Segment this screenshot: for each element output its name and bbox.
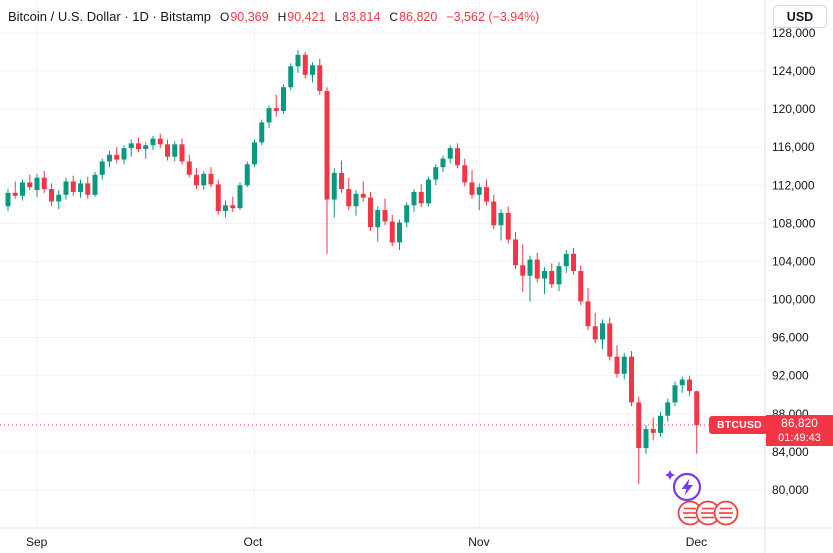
price-change: −3,562 (−3.94%) bbox=[446, 10, 540, 24]
time-axis-label-oct: Oct bbox=[243, 535, 263, 549]
symbol-price-tag-label: BTCUSD bbox=[717, 419, 762, 432]
svg-text:96,000: 96,000 bbox=[772, 331, 809, 345]
svg-text:92,000: 92,000 bbox=[772, 369, 809, 383]
time-axis-label-sep: Sep bbox=[26, 535, 48, 549]
price-axis[interactable] bbox=[765, 0, 833, 528]
ohlc-high: H90,421 bbox=[277, 10, 326, 24]
svg-text:112,000: 112,000 bbox=[772, 178, 815, 192]
svg-text:100,000: 100,000 bbox=[772, 293, 816, 307]
svg-text:104,000: 104,000 bbox=[772, 254, 816, 268]
sparkle-icon bbox=[665, 470, 675, 480]
time-axis[interactable]: Sep Oct Nov Dec bbox=[0, 528, 765, 553]
time-axis-label-nov: Nov bbox=[468, 535, 490, 549]
currency-toggle-button[interactable]: USD bbox=[773, 5, 827, 28]
svg-text:84,000: 84,000 bbox=[772, 445, 809, 459]
time-axis-label-dec: Dec bbox=[685, 535, 708, 549]
ohlc-open: O90,369 bbox=[220, 10, 269, 24]
ohlc-low: L83,814 bbox=[334, 10, 381, 24]
svg-text:128,000: 128,000 bbox=[772, 26, 816, 40]
svg-text:120,000: 120,000 bbox=[772, 102, 816, 116]
symbol-legend[interactable]: Bitcoin / U.S. Dollar · 1D · Bitstamp O9… bbox=[8, 9, 539, 24]
lightning-boost-icon bbox=[665, 470, 702, 502]
current-price: 86,820 bbox=[781, 416, 818, 431]
lightning-icon bbox=[681, 478, 693, 496]
ohlc-close: C86,820 bbox=[389, 10, 438, 24]
striped-circles-stamp-icon bbox=[677, 500, 739, 526]
svg-text:80,000: 80,000 bbox=[772, 483, 809, 497]
svg-text:124,000: 124,000 bbox=[772, 64, 816, 78]
svg-text:116,000: 116,000 bbox=[772, 140, 815, 154]
symbol-price-tag: BTCUSD bbox=[709, 416, 770, 435]
countdown-timer: 01:49:43 bbox=[778, 432, 821, 445]
svg-text:108,000: 108,000 bbox=[772, 216, 816, 230]
current-price-badge: 86,820 01:49:43 bbox=[766, 415, 833, 447]
symbol-title[interactable]: Bitcoin / U.S. Dollar · 1D · Bitstamp bbox=[8, 9, 211, 24]
